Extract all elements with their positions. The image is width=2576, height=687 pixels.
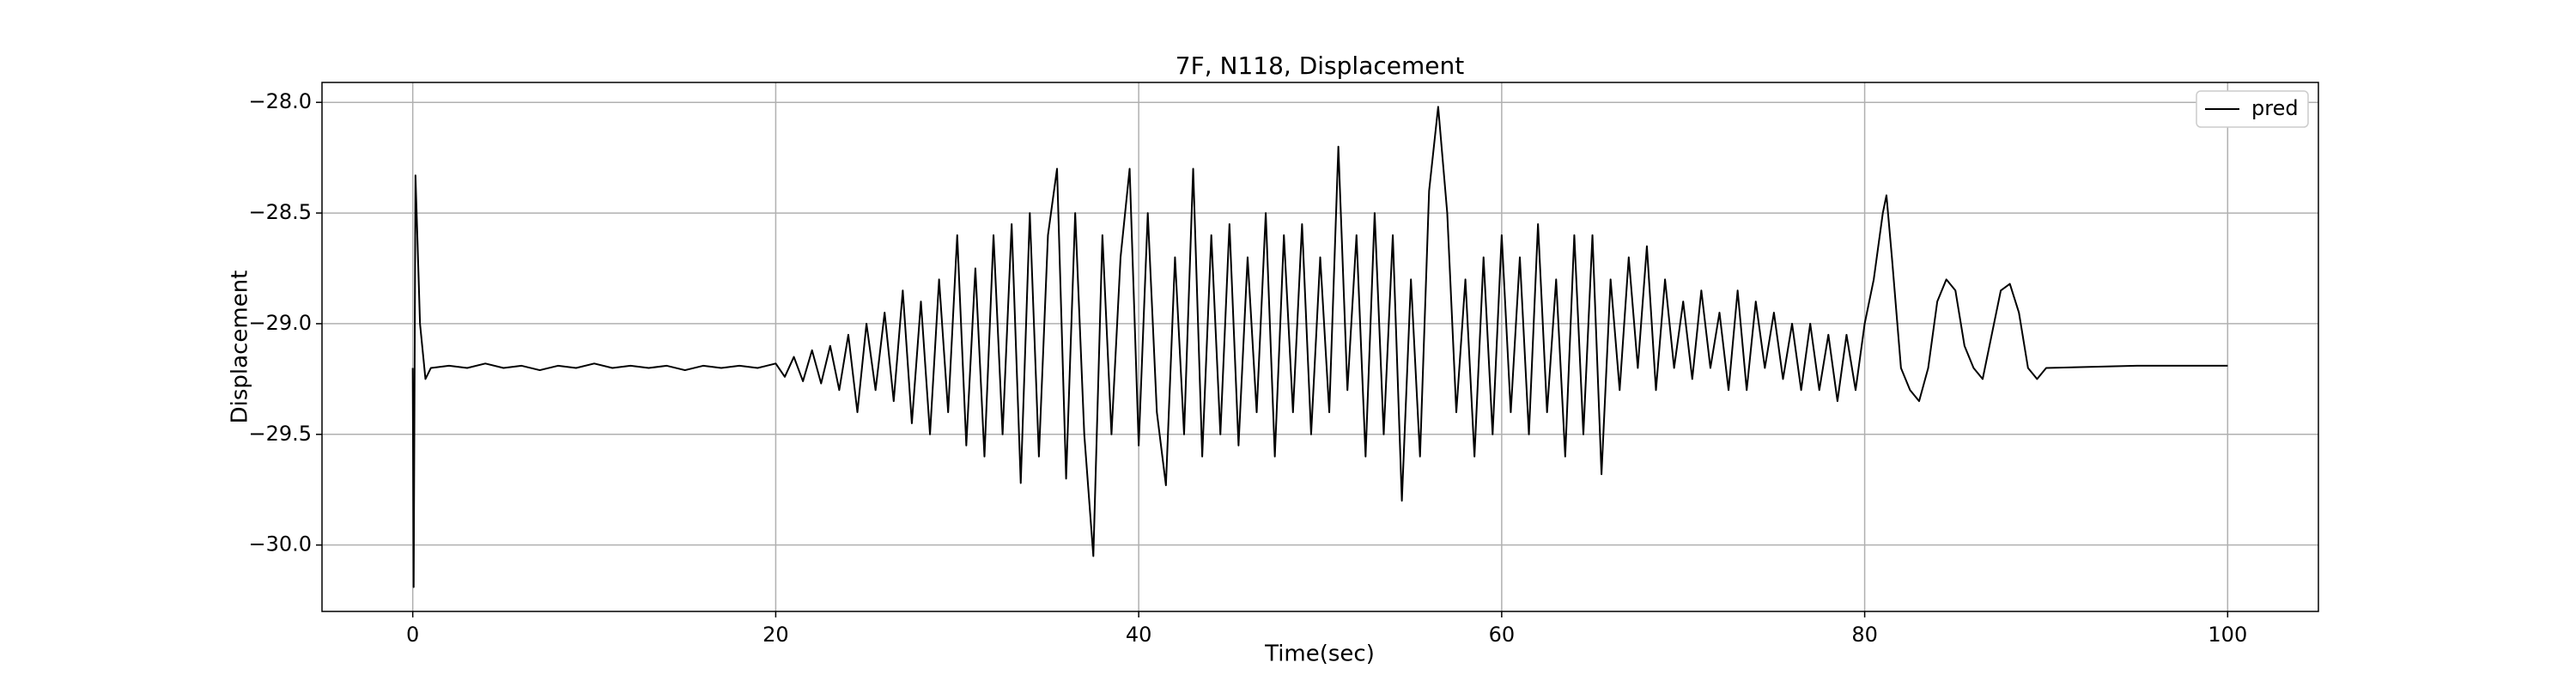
chart-title: 7F, N118, Displacement bbox=[1176, 52, 1464, 80]
x-tick-label: 100 bbox=[2208, 623, 2247, 647]
data-line bbox=[411, 106, 2228, 588]
y-tick-label: −29.0 bbox=[248, 311, 312, 335]
x-tick-label: 0 bbox=[406, 623, 419, 647]
legend-label: pred bbox=[2251, 96, 2299, 120]
y-tick-label: −28.5 bbox=[248, 200, 312, 224]
plot-frame bbox=[321, 82, 2319, 612]
x-tick-label: 60 bbox=[1489, 623, 1516, 647]
legend-box bbox=[2196, 90, 2309, 128]
y-tick-label: −30.0 bbox=[248, 532, 312, 556]
y-tick-label: −29.5 bbox=[248, 422, 312, 446]
x-axis-label: Time(sec) bbox=[1264, 641, 1375, 667]
x-tick-label: 80 bbox=[1851, 623, 1878, 647]
y-axis-label: Displacement bbox=[228, 271, 253, 424]
x-tick-label: 20 bbox=[762, 623, 789, 647]
y-tick-label: −28.0 bbox=[248, 89, 312, 113]
x-tick-label: 40 bbox=[1126, 623, 1152, 647]
